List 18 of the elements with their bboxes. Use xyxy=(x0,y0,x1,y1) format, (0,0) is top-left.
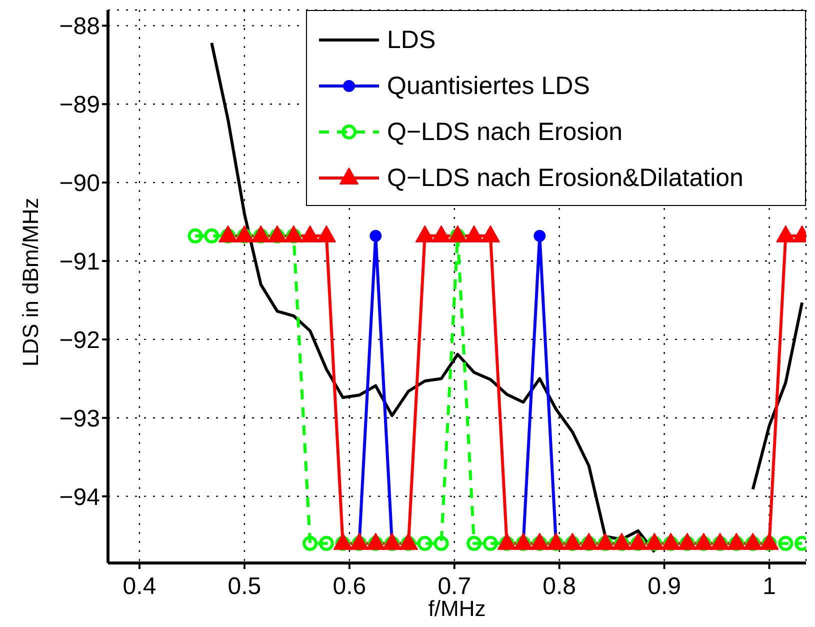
legend-label: Q−LDS nach Erosion&Dilatation xyxy=(387,164,744,192)
y-tick-label: −88 xyxy=(59,13,100,40)
x-tick-label: 0.5 xyxy=(228,573,262,600)
x-tick-label: 1 xyxy=(762,573,776,600)
legend-label: LDS xyxy=(387,26,436,54)
x-tick-label: 0.4 xyxy=(122,573,156,600)
legend-label: Quantisiertes LDS xyxy=(387,72,590,100)
y-tick-label: −89 xyxy=(59,92,100,119)
y-axis-title: LDS in dBm/MHz xyxy=(18,198,43,366)
y-tick-label: −90 xyxy=(59,170,100,198)
x-tick-label: 0.8 xyxy=(542,573,576,600)
y-tick-label: −91 xyxy=(59,248,100,276)
x-tick-label: 0.9 xyxy=(648,573,681,600)
x-tick-label: 0.6 xyxy=(332,573,366,600)
legend-label: Q−LDS nach Erosion xyxy=(387,118,623,146)
y-tick-label: −92 xyxy=(59,326,100,354)
y-tick-label: −93 xyxy=(59,405,100,432)
y-tick-label: −94 xyxy=(59,484,100,511)
